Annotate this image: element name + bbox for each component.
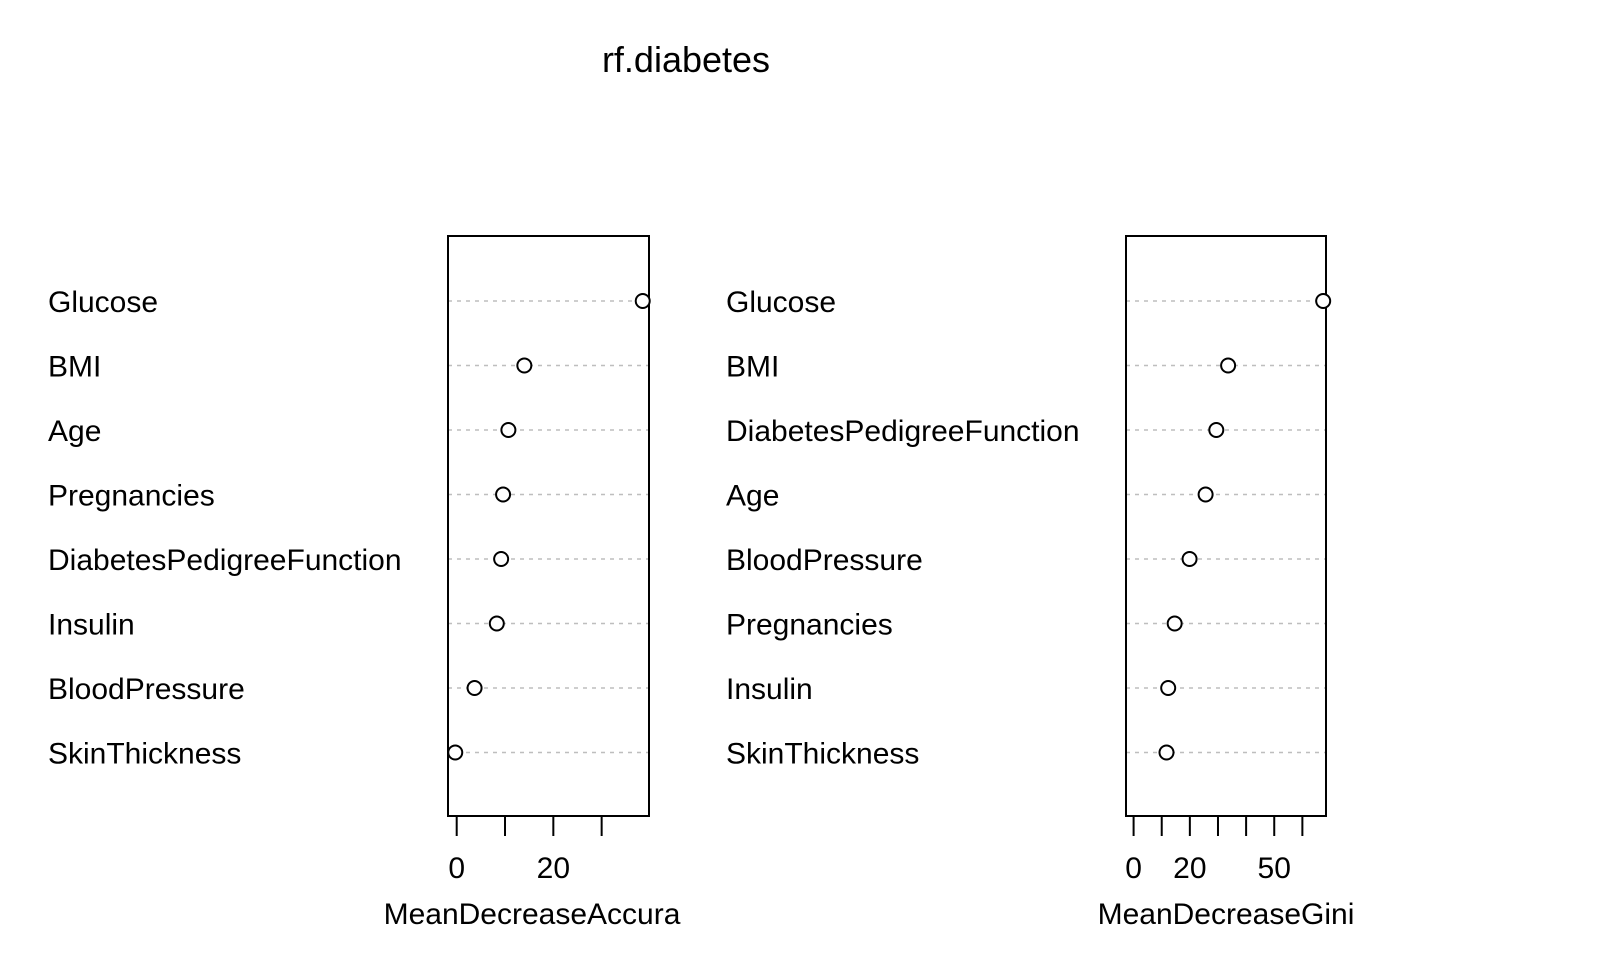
- category-label: Insulin: [726, 673, 813, 706]
- category-label: Pregnancies: [48, 480, 215, 513]
- category-label: BloodPressure: [48, 673, 245, 706]
- x-tick-label: 20: [1173, 852, 1206, 885]
- category-label: Insulin: [48, 609, 135, 642]
- x-axis-title: MeanDecreaseAccura: [384, 898, 681, 931]
- data-point: [447, 744, 464, 761]
- data-point: [1208, 422, 1225, 438]
- category-label: BMI: [726, 351, 779, 384]
- x-tick-label: 20: [537, 852, 570, 885]
- data-point: [1166, 615, 1183, 632]
- x-tick-label: 0: [1125, 852, 1142, 885]
- data-point: [1158, 744, 1175, 761]
- data-point: [634, 293, 651, 309]
- category-label: Pregnancies: [726, 609, 893, 642]
- data-point: [466, 680, 483, 696]
- category-label: SkinThickness: [726, 738, 919, 771]
- panels: Glucose BMI Age Pregnancies DiabetesPedigree…: [48, 235, 1355, 931]
- panel-1: Glucose BMI Age Pregnancies DiabetesPedigree…: [48, 235, 681, 931]
- category-label: Glucose: [48, 286, 158, 319]
- category-label: Age: [48, 415, 101, 448]
- data-point: [1315, 293, 1332, 309]
- x-tick-label: 50: [1258, 852, 1291, 885]
- category-label: Glucose: [726, 286, 836, 319]
- x-axis-title: MeanDecreaseGini: [1098, 898, 1355, 931]
- data-point: [495, 486, 512, 503]
- category-label: Age: [726, 480, 779, 513]
- data-point: [1197, 486, 1214, 503]
- data-point: [500, 422, 517, 438]
- data-point: [493, 551, 510, 567]
- category-label: DiabetesPedigreeFunction: [48, 544, 402, 577]
- category-label: BMI: [48, 351, 101, 384]
- category-label: BloodPressure: [726, 544, 923, 577]
- data-point: [1160, 680, 1177, 696]
- chart-title: rf.diabetes: [602, 39, 770, 80]
- panel-2: Glucose BMI DiabetesPedigreeFunction Age Blo…: [726, 235, 1355, 931]
- data-point: [488, 615, 505, 632]
- plot-frame: [447, 235, 650, 817]
- data-point: [1181, 551, 1198, 567]
- data-point: [516, 357, 533, 374]
- data-point: [1220, 357, 1237, 374]
- x-tick-label: 0: [448, 852, 465, 885]
- category-label: SkinThickness: [48, 738, 241, 771]
- plot-frame: [1125, 235, 1327, 817]
- category-label: DiabetesPedigreeFunction: [726, 415, 1080, 448]
